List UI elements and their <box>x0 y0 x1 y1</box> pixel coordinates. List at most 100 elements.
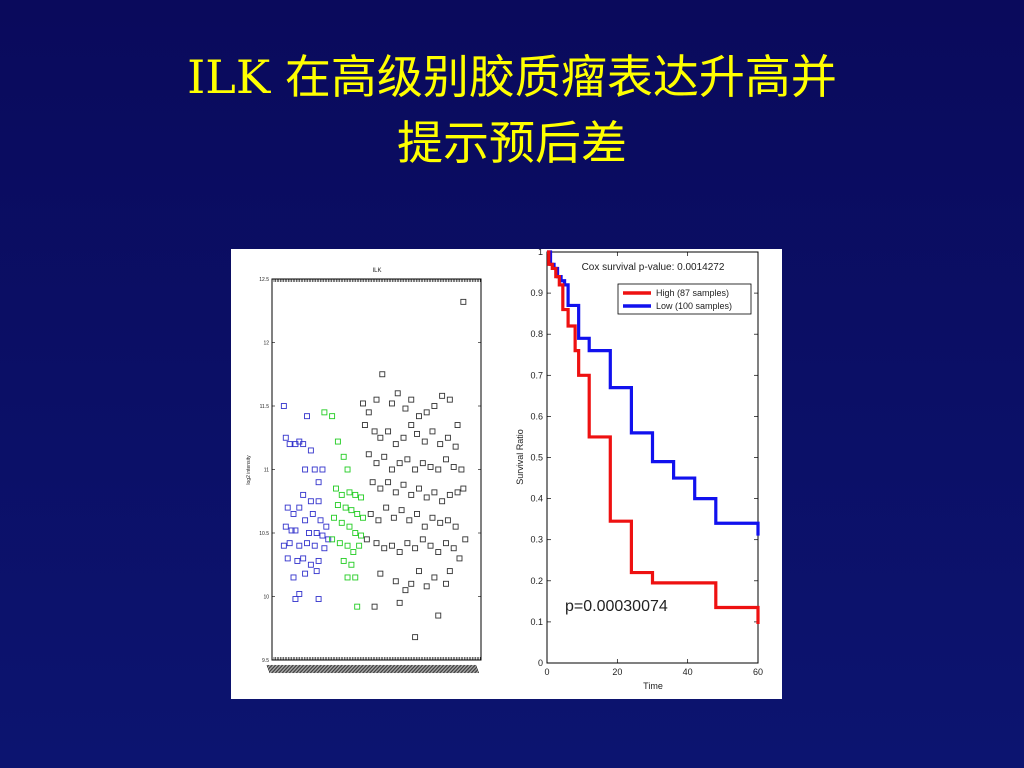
scatter-point-blue <box>292 527 299 534</box>
scatter-point-black <box>385 428 392 435</box>
scatter-point-blue <box>315 498 322 505</box>
scatter-sample-label-mark <box>287 664 292 674</box>
scatter-plot-frame <box>271 278 482 661</box>
scatter-point-black <box>454 422 461 429</box>
survival-y-tick-label: 0.8 <box>530 329 543 339</box>
scatter-sample-label-mark <box>321 664 325 674</box>
scatter-point-black <box>427 542 434 549</box>
scatter-y-tick-label: 11.5 <box>260 404 270 410</box>
scatter-point-black <box>388 466 395 473</box>
scatter-point-black <box>446 568 453 575</box>
scatter-sample-label-mark <box>415 664 419 674</box>
survival-y-tick-label: 0.6 <box>530 411 543 421</box>
scatter-point-green <box>331 514 337 521</box>
scatter-sample-label-mark <box>441 664 446 674</box>
scatter-sample-label-mark <box>420 664 425 674</box>
scatter-point-black <box>419 536 426 543</box>
scatter-sample-label-mark <box>461 664 465 674</box>
scatter-sample-label-mark <box>466 664 471 674</box>
scatter-point-blue <box>290 511 297 517</box>
scatter-point-blue <box>294 557 301 564</box>
scatter-sample-label-mark <box>346 664 351 674</box>
scatter-point-black <box>435 549 442 555</box>
scatter-point-black <box>443 456 449 463</box>
scatter-point-green <box>354 511 361 517</box>
scatter-point-green <box>344 574 351 581</box>
scatter-sample-label-mark <box>406 664 411 674</box>
scatter-point-green <box>352 491 359 498</box>
scatter-point-green <box>344 466 351 473</box>
scatter-point-blue <box>311 542 318 549</box>
scatter-sample-label-mark <box>382 664 387 674</box>
scatter-sample-label-mark <box>454 664 458 674</box>
scatter-sample-label-mark <box>408 664 412 674</box>
scatter-point-green <box>340 453 347 460</box>
scatter-sample-label-mark <box>440 664 444 674</box>
scatter-point-black <box>443 540 449 547</box>
scatter-sample-label-mark <box>349 664 353 674</box>
scatter-point-green <box>329 536 336 543</box>
scatter-sample-label-mark <box>389 664 394 674</box>
scatter-sample-label-mark <box>433 664 437 674</box>
scatter-point-blue <box>280 542 287 549</box>
scatter-sample-label-mark <box>333 664 338 674</box>
scatter-point-green <box>336 540 343 547</box>
scatter-point-black <box>394 390 401 397</box>
scatter-sample-label-mark <box>293 664 297 674</box>
scatter-sample-label-mark <box>438 664 443 674</box>
scatter-sample-label-mark <box>459 664 464 674</box>
survival-y-tick-label: 0.3 <box>530 535 543 545</box>
scatter-sample-label-mark <box>297 664 302 674</box>
scatter-sample-label-mark <box>455 664 460 674</box>
scatter-sample-label-mark <box>275 664 279 674</box>
scatter-sample-label-mark <box>272 664 276 674</box>
scatter-point-blue <box>300 555 307 562</box>
scatter-point-black <box>388 542 395 549</box>
scatter-sample-label-mark <box>270 664 275 674</box>
scatter-sample-label-mark <box>469 664 474 674</box>
scatter-point-black <box>408 396 415 403</box>
scatter-sample-label-mark <box>308 664 313 674</box>
scatter-point-black <box>385 479 392 486</box>
scatter-point-blue <box>321 545 328 552</box>
scatter-point-black <box>392 441 399 448</box>
scatter-point-blue <box>286 441 293 448</box>
scatter-point-blue <box>288 527 295 534</box>
scatter-point-black <box>371 603 378 610</box>
scatter-sample-label-mark <box>347 664 352 674</box>
scatter-point-black <box>439 498 446 505</box>
scatter-point-blue <box>290 574 297 581</box>
scatter-sample-label-mark <box>388 664 393 674</box>
scatter-sample-label-mark <box>429 664 433 674</box>
scatter-point-green <box>321 409 328 416</box>
scatter-point-black <box>412 545 419 552</box>
scatter-sample-label-mark <box>318 664 323 674</box>
scatter-sample-label-mark <box>300 664 304 674</box>
scatter-sample-label-mark <box>317 664 321 674</box>
scatter-point-black <box>460 485 467 492</box>
scatter-sample-label-mark <box>392 664 397 674</box>
survival-y-ticks: 0 0.1 0.2 0.3 0.4 0.5 0.6 0.7 0.8 0.9 1 <box>530 249 758 668</box>
scatter-sample-label-mark <box>366 664 370 674</box>
scatter-point-black <box>412 466 419 473</box>
scatter-sample-label-mark <box>472 664 477 674</box>
scatter-point-black <box>435 612 442 619</box>
scatter-sample-label-mark <box>367 664 372 674</box>
scatter-sample-label-mark <box>301 664 306 674</box>
survival-chart: Cox survival p-value: 0.0014272 00.10.20… <box>515 249 763 691</box>
scatter-point-black <box>371 428 378 435</box>
scatter-point-green <box>333 485 339 492</box>
scatter-sample-label-mark <box>273 664 278 674</box>
scatter-point-black <box>400 481 407 488</box>
scatter-sample-label-mark <box>403 664 408 674</box>
scatter-sample-label-mark <box>280 664 285 674</box>
scatter-sample-label-mark <box>473 664 478 674</box>
scatter-sample-label-mark <box>424 664 429 674</box>
scatter-point-black <box>408 422 415 429</box>
scatter-point-blue <box>317 517 324 524</box>
scatter-point-black <box>373 460 380 467</box>
scatter-point-blue <box>319 532 326 539</box>
scatter-point-black <box>375 517 382 524</box>
scatter-point-blue <box>284 555 291 562</box>
scatter-point-blue <box>315 479 322 486</box>
